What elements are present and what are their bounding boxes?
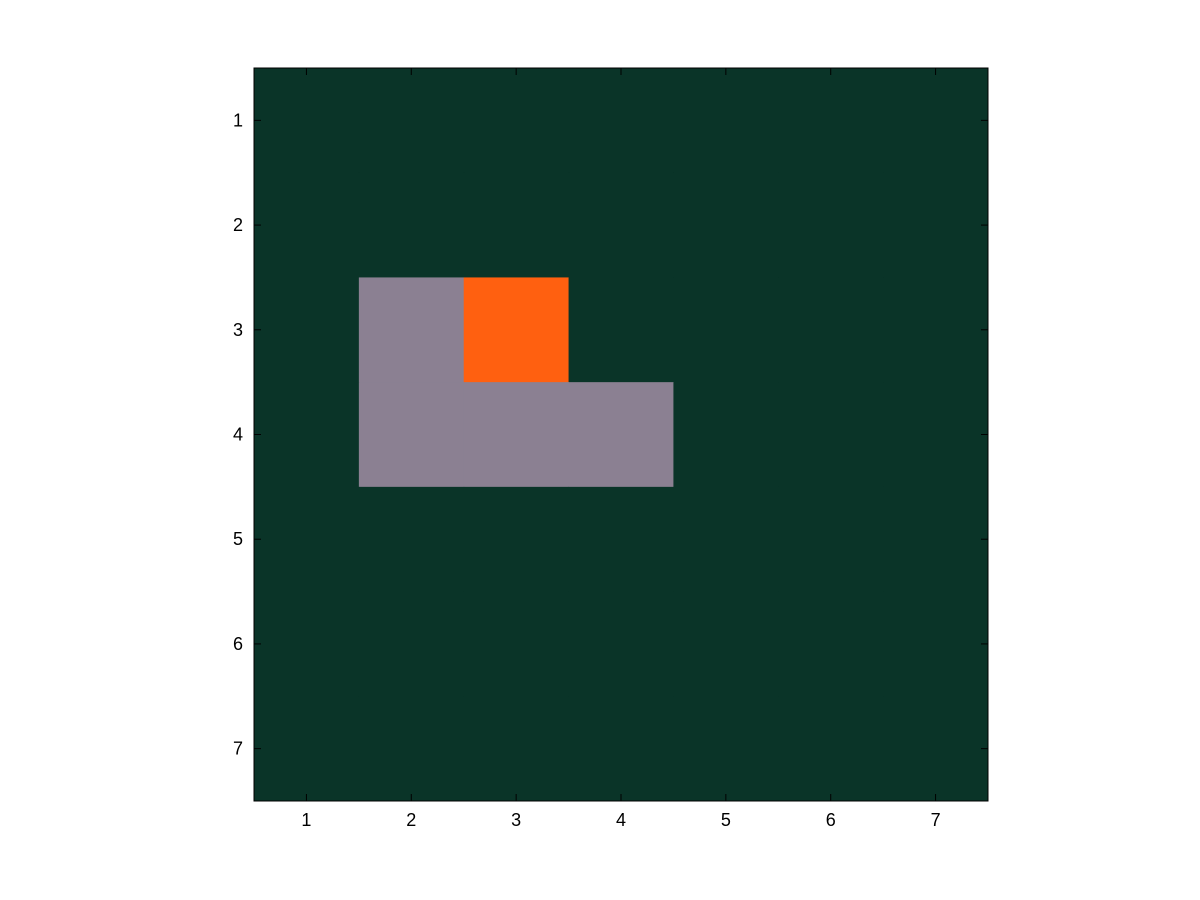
heatmap-cells (254, 68, 989, 802)
heatmap-cell-r3-c6 (778, 277, 884, 383)
heatmap-cell-r5-c6 (778, 486, 884, 593)
heatmap-cell-r7-c4 (568, 696, 674, 802)
y-tick-labels: 1 2 3 4 5 6 7 (233, 110, 243, 758)
heatmap-cell-r6-c7 (883, 591, 989, 697)
heatmap-cell-r2-c7 (883, 172, 989, 278)
heatmap-cell-r6-c3 (463, 591, 570, 697)
axis-ticks (254, 68, 988, 801)
heatmap-cell-r1-c7 (883, 68, 989, 174)
heatmap-cell-r4-c5 (673, 382, 779, 488)
y-tick-label: 2 (233, 215, 243, 235)
x-tick-label: 5 (721, 810, 731, 830)
heatmap-cell-r5-c7 (883, 486, 989, 593)
heatmap-cell-r2-c5 (673, 172, 779, 278)
x-tick-label: 6 (826, 810, 836, 830)
heatmap-cell-r2-c4 (568, 172, 674, 278)
heatmap-cell-r1-c5 (673, 68, 779, 174)
heatmap-cell-r7-c6 (778, 696, 884, 802)
heatmap-cell-r7-c3 (463, 696, 570, 802)
heatmap-cell-r4-c2 (358, 382, 465, 488)
heatmap-cell-r2-c6 (778, 172, 884, 278)
heatmap-cell-r3-c3 (463, 277, 570, 383)
axes-frame (253, 67, 989, 802)
heatmap-cell-r6-c5 (673, 591, 779, 697)
x-tick-label: 1 (301, 810, 311, 830)
heatmap-cell-r6-c1 (254, 591, 360, 697)
x-tick-label: 4 (616, 810, 626, 830)
y-tick-label: 4 (233, 425, 243, 445)
heatmap-cell-r6-c4 (568, 591, 674, 697)
heatmap-cell-r3-c5 (673, 277, 779, 383)
x-tick-labels: 1 2 3 4 5 6 7 (301, 810, 940, 830)
heatmap-cell-r4-c7 (883, 382, 989, 488)
heatmap-cell-r5-c4 (568, 486, 674, 593)
y-tick-label: 6 (233, 634, 243, 654)
heatmap-cell-r2-c3 (463, 172, 570, 278)
heatmap-cell-r3-c1 (254, 277, 360, 383)
heatmap-cell-r1-c6 (778, 68, 884, 174)
x-tick-label: 7 (931, 810, 941, 830)
heatmap-cell-r7-c5 (673, 696, 779, 802)
heatmap-cell-r5-c2 (358, 486, 465, 593)
heatmap-cell-r1-c4 (568, 68, 674, 174)
heatmap-cell-r1-c1 (254, 68, 360, 174)
heatmap-cell-r7-c7 (883, 696, 989, 802)
heatmap-cell-r4-c6 (778, 382, 884, 488)
heatmap-cell-r2-c1 (254, 172, 360, 278)
heatmap-cell-r6-c2 (358, 591, 465, 697)
heatmap-cell-r1-c3 (463, 68, 570, 174)
x-tick-label: 2 (406, 810, 416, 830)
y-tick-label: 7 (233, 739, 243, 759)
heatmap-cell-r7-c2 (358, 696, 465, 802)
heatmap-cell-r5-c3 (463, 486, 570, 593)
heatmap-cell-r4-c4 (568, 382, 674, 488)
heatmap-cell-r6-c6 (778, 591, 884, 697)
y-tick-label: 3 (233, 320, 243, 340)
heatmap-cell-r3-c7 (883, 277, 989, 383)
heatmap-cell-r3-c2 (358, 277, 465, 383)
heatmap-cell-r4-c1 (254, 382, 360, 488)
heatmap-cell-r7-c1 (254, 696, 360, 802)
heatmap-cell-r2-c2 (358, 172, 465, 278)
heatmap-cell-r5-c1 (254, 486, 360, 593)
heatmap-cell-r3-c4 (568, 277, 674, 383)
y-tick-label: 5 (233, 529, 243, 549)
x-tick-label: 3 (511, 810, 521, 830)
heatmap-cell-r4-c3 (463, 382, 570, 488)
heatmap-cell-r1-c2 (358, 68, 465, 174)
heatmap-cell-r5-c5 (673, 486, 779, 593)
y-tick-label: 1 (233, 110, 243, 130)
